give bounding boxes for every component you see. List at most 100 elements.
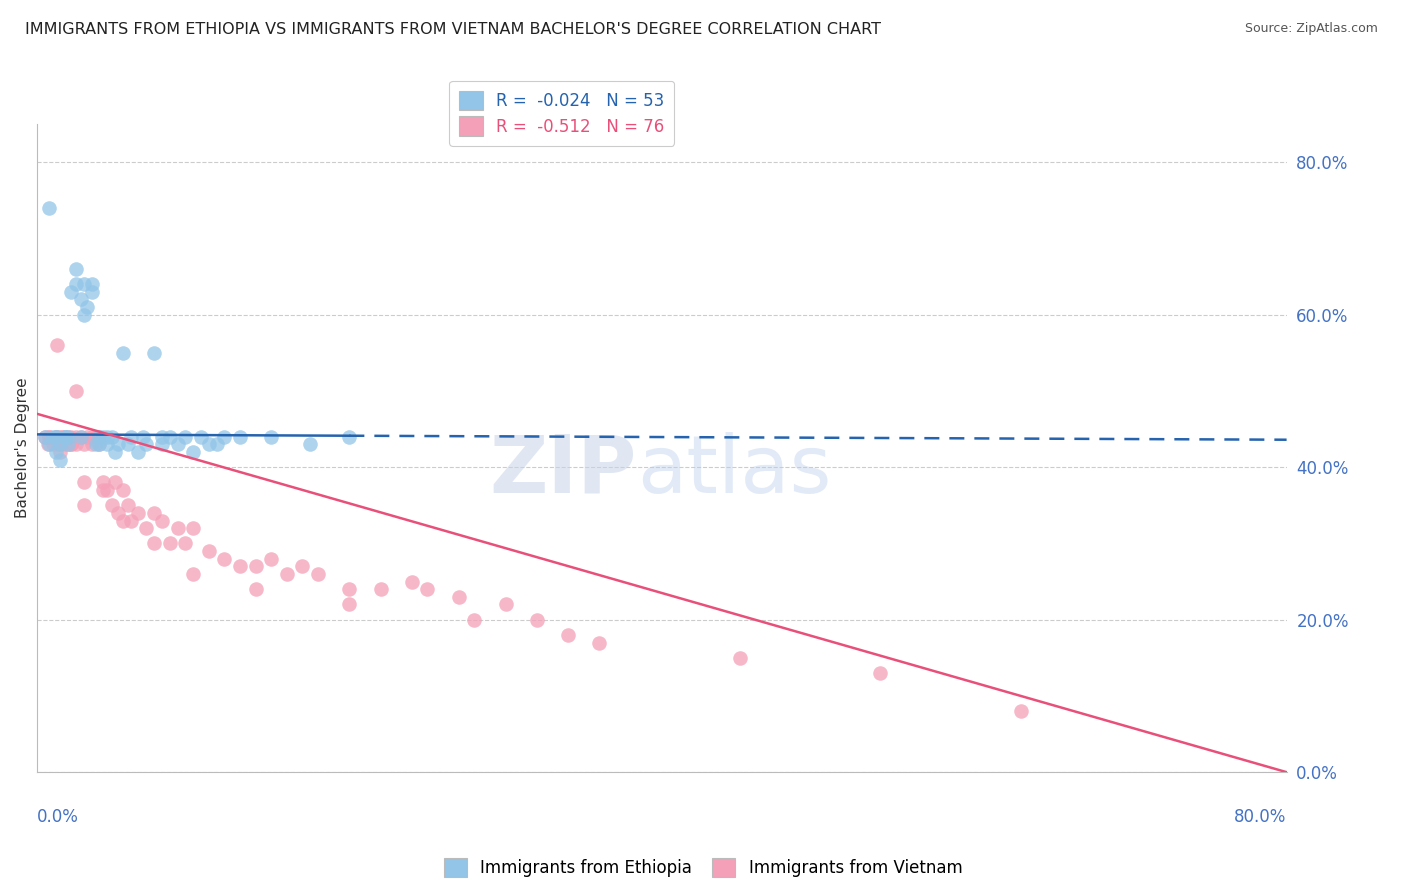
Point xyxy=(48,437,70,451)
Point xyxy=(45,430,67,444)
Point xyxy=(526,613,548,627)
Point xyxy=(337,598,360,612)
Point xyxy=(174,430,197,444)
Point xyxy=(60,285,83,299)
Point xyxy=(84,437,107,451)
Point xyxy=(197,437,219,451)
Point xyxy=(69,430,91,444)
Point xyxy=(276,566,298,581)
Point xyxy=(447,590,470,604)
Point xyxy=(214,430,236,444)
Point xyxy=(73,498,96,512)
Point xyxy=(132,430,155,444)
Point xyxy=(65,430,87,444)
Point xyxy=(49,452,72,467)
Point xyxy=(214,551,236,566)
Point xyxy=(69,430,91,444)
Point xyxy=(80,430,103,444)
Point xyxy=(205,437,228,451)
Point xyxy=(84,430,107,444)
Point xyxy=(51,430,73,444)
Text: ZIP: ZIP xyxy=(489,432,637,510)
Point xyxy=(107,437,129,451)
Point xyxy=(41,430,63,444)
Point xyxy=(60,430,83,444)
Point xyxy=(56,430,79,444)
Point xyxy=(56,437,79,451)
Point xyxy=(143,346,166,360)
Legend: Immigrants from Ethiopia, Immigrants from Vietnam: Immigrants from Ethiopia, Immigrants fro… xyxy=(437,851,969,884)
Point xyxy=(401,574,423,589)
Point xyxy=(89,430,111,444)
Point xyxy=(197,544,219,558)
Point xyxy=(135,521,157,535)
Point xyxy=(107,506,129,520)
Point xyxy=(104,475,127,490)
Point xyxy=(53,430,76,444)
Point xyxy=(69,293,91,307)
Point xyxy=(370,582,392,597)
Point xyxy=(91,475,114,490)
Point xyxy=(38,437,60,451)
Point xyxy=(65,437,87,451)
Point xyxy=(46,430,69,444)
Point xyxy=(38,201,60,215)
Text: 0.0%: 0.0% xyxy=(37,808,79,826)
Point xyxy=(53,430,76,444)
Point xyxy=(49,437,72,451)
Point xyxy=(245,559,267,574)
Point xyxy=(45,430,67,444)
Point xyxy=(307,566,329,581)
Point xyxy=(89,430,111,444)
Point xyxy=(181,566,204,581)
Point xyxy=(120,430,142,444)
Point xyxy=(37,437,59,451)
Point xyxy=(53,437,76,451)
Point xyxy=(190,430,212,444)
Point xyxy=(291,559,314,574)
Point xyxy=(557,628,579,642)
Point xyxy=(159,430,181,444)
Point xyxy=(80,285,103,299)
Point xyxy=(728,650,751,665)
Point xyxy=(463,613,485,627)
Point xyxy=(91,483,114,497)
Point xyxy=(89,437,111,451)
Point xyxy=(111,483,134,497)
Point xyxy=(181,521,204,535)
Point xyxy=(127,445,149,459)
Point xyxy=(65,277,87,292)
Point xyxy=(49,437,72,451)
Point xyxy=(49,430,72,444)
Point xyxy=(80,437,103,451)
Point xyxy=(73,437,96,451)
Point xyxy=(60,437,83,451)
Point xyxy=(299,437,322,451)
Text: 80.0%: 80.0% xyxy=(1234,808,1286,826)
Point xyxy=(495,598,517,612)
Point xyxy=(45,445,67,459)
Point xyxy=(76,300,98,314)
Point xyxy=(65,261,87,276)
Point xyxy=(89,437,111,451)
Y-axis label: Bachelor's Degree: Bachelor's Degree xyxy=(15,378,30,518)
Point xyxy=(38,430,60,444)
Point xyxy=(96,437,118,451)
Point xyxy=(41,437,63,451)
Point xyxy=(45,430,67,444)
Point xyxy=(159,536,181,550)
Point xyxy=(260,551,283,566)
Point xyxy=(337,430,360,444)
Point xyxy=(34,430,56,444)
Point xyxy=(53,430,76,444)
Point xyxy=(101,498,124,512)
Point xyxy=(117,498,139,512)
Point xyxy=(337,582,360,597)
Point xyxy=(120,514,142,528)
Point xyxy=(49,445,72,459)
Point xyxy=(46,338,69,352)
Point xyxy=(73,277,96,292)
Point xyxy=(229,559,252,574)
Point xyxy=(80,277,103,292)
Point xyxy=(135,437,157,451)
